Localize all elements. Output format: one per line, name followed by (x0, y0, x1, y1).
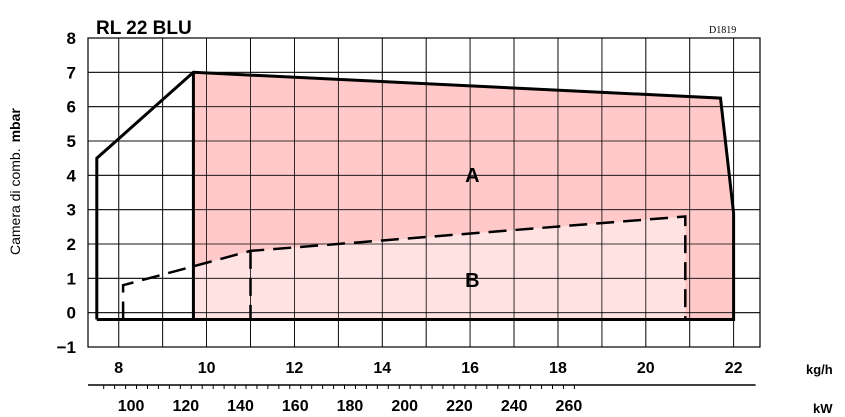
x-kw-tick-label: 140 (227, 398, 254, 415)
x-kw-tick-label: 120 (172, 398, 199, 415)
y-tick-label: 8 (67, 29, 76, 48)
region-label-a: A (465, 165, 479, 187)
y-axis-label: Camera di comb.mbar (7, 108, 23, 255)
y-tick-label: 5 (67, 132, 76, 151)
x-axis-unit-kw: kW (813, 401, 833, 416)
y-tick-label: 0 (67, 304, 76, 323)
regions (88, 38, 760, 347)
x-kw-tick-label: 200 (391, 398, 418, 415)
x-kgh-tick-label: 8 (114, 360, 123, 377)
x-kgh-tick-label: 14 (373, 360, 391, 377)
y-tick-label: 6 (67, 98, 76, 117)
x-kw-tick-label: 100 (118, 398, 145, 415)
x-kw-tick-label: 220 (446, 398, 473, 415)
outline-b (121, 215, 687, 320)
region-b (193, 216, 686, 320)
y-tick-label: 4 (67, 166, 77, 185)
chart-title: RL 22 BLU (96, 18, 192, 39)
y-tick-label: −1 (57, 338, 76, 357)
x-kgh-tick-label: 12 (286, 360, 304, 377)
y-tick-label: 2 (67, 235, 76, 254)
x-kgh-tick-label: 10 (198, 360, 216, 377)
x-kw-tick-label: 180 (337, 398, 364, 415)
x-kgh-tick-label: 22 (725, 360, 743, 377)
chart-code: D1819 (709, 25, 736, 36)
x-kgh-tick-label: 20 (637, 360, 655, 377)
x-kgh-tick-label: 16 (461, 360, 479, 377)
y-tick-label: 7 (67, 63, 76, 82)
y-tick-label: 3 (67, 201, 76, 220)
plot-frame (87, 37, 761, 348)
outlines (95, 70, 736, 321)
region-label-b: B (465, 270, 479, 292)
x-kgh-tick-label: 18 (549, 360, 567, 377)
x-kw-tick-label: 240 (501, 398, 528, 415)
outline-a (95, 70, 736, 321)
x-kw-tick-label: 260 (556, 398, 583, 415)
x-kw-tick-label: 160 (282, 398, 309, 415)
x-axis-unit-kgh: kg/h (806, 362, 833, 377)
y-tick-label: 1 (67, 269, 76, 288)
